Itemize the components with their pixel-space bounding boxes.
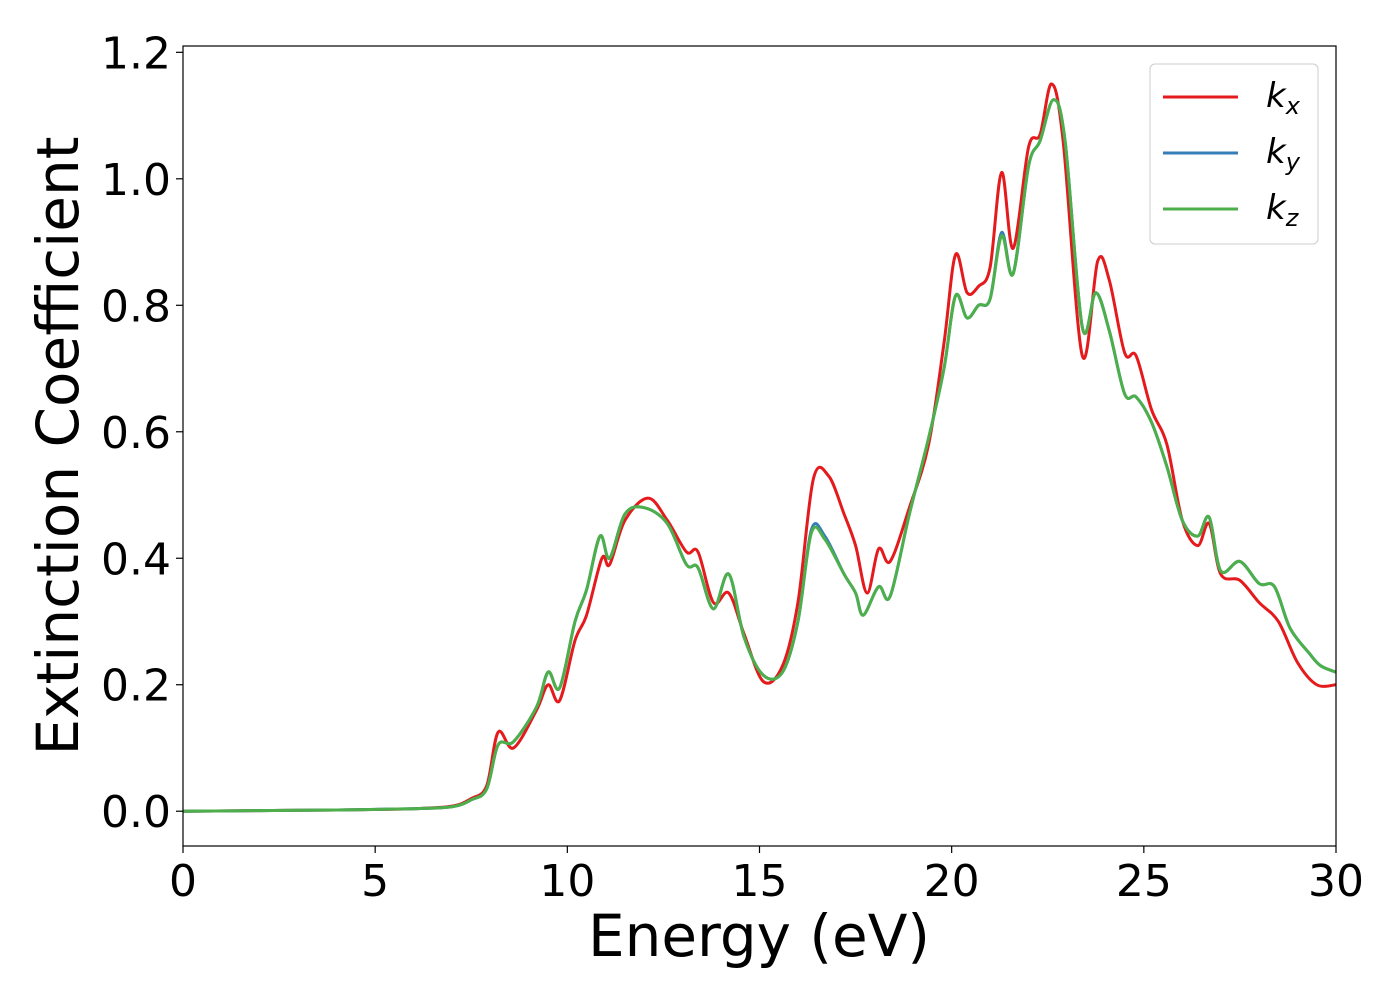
series-line-kx <box>183 82 1336 813</box>
legend-label-ky: ky <box>1266 132 1301 176</box>
x-axis-title: Energy (eV) <box>588 902 930 970</box>
y-axis-title: Extinction Coefficient <box>24 137 92 756</box>
x-tick-label: 5 <box>361 856 389 907</box>
y-tick-label: 1.0 <box>101 155 171 206</box>
y-tick-label: 0.2 <box>101 661 171 712</box>
y-tick-label: 0.6 <box>101 408 171 459</box>
x-tick-label: 15 <box>732 856 788 907</box>
y-axis: 0.0 0.2 0.4 0.6 0.8 1.0 1.2 <box>101 28 183 838</box>
series-layer <box>183 82 1336 813</box>
x-tick-label: 25 <box>1116 856 1172 907</box>
x-tick-label: 30 <box>1308 856 1364 907</box>
y-tick-label: 0.8 <box>101 281 171 332</box>
x-axis: 0 5 10 15 20 25 30 <box>169 846 1364 907</box>
y-tick-label: 0.4 <box>101 534 171 585</box>
x-tick-label: 20 <box>924 856 980 907</box>
legend-label-kx: kx <box>1266 76 1301 120</box>
x-tick-label: 10 <box>539 856 595 907</box>
legend: kx ky kz <box>1149 63 1319 245</box>
x-tick-label: 0 <box>169 856 197 907</box>
y-tick-label: 0.0 <box>101 787 171 838</box>
y-tick-label: 1.2 <box>101 28 171 79</box>
legend-label-kz: kz <box>1266 188 1300 232</box>
series-line-kz <box>183 98 1336 813</box>
